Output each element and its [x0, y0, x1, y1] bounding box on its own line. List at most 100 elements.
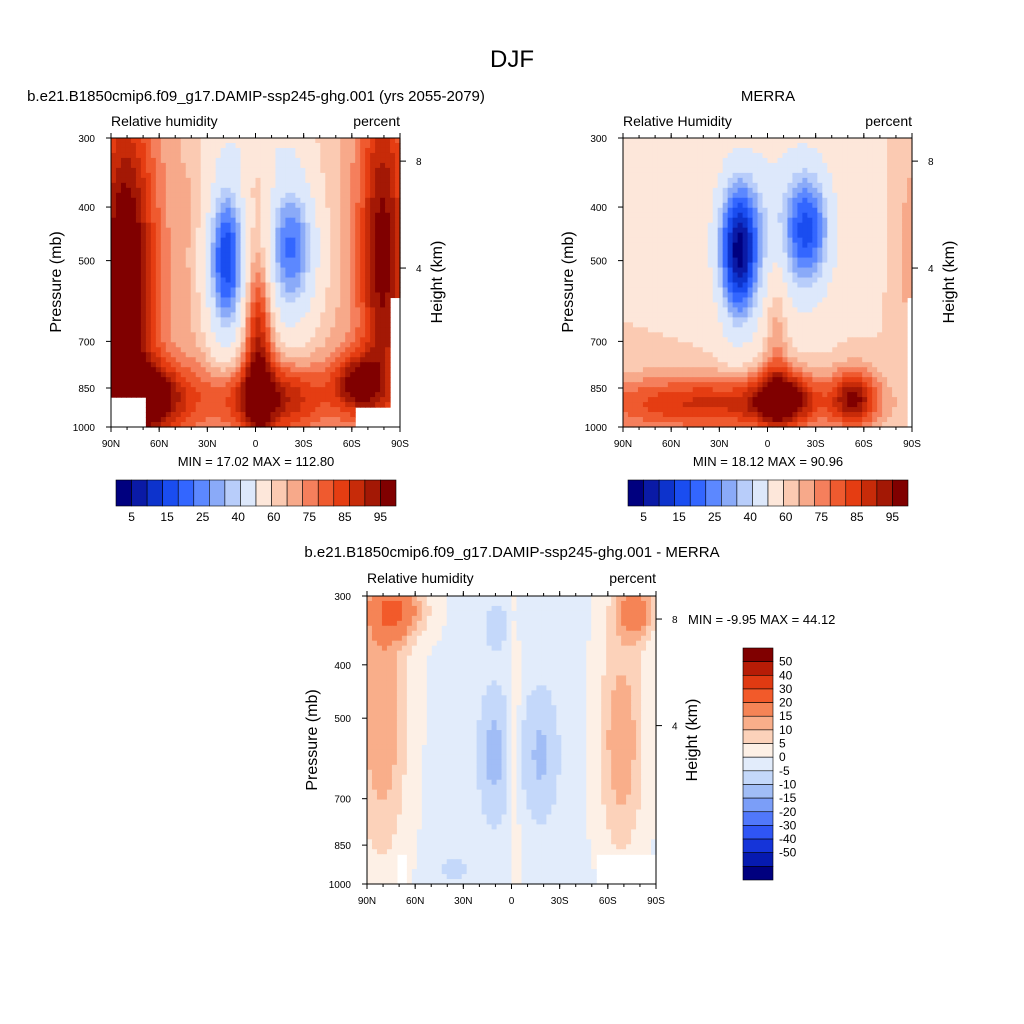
contour-cell — [385, 142, 391, 149]
contour-cell — [797, 217, 803, 224]
contour-cell — [882, 252, 888, 259]
contour-cell — [315, 247, 321, 254]
contour-cell — [240, 192, 247, 199]
contour-cell — [155, 197, 162, 204]
panel-title: b.e21.B1850cmip6.f09_g17.DAMIP-ssp245-gh… — [27, 88, 485, 105]
contour-cell — [220, 247, 227, 254]
contour-cell — [275, 367, 282, 373]
contour-cell — [180, 152, 187, 159]
contour-cell — [335, 162, 341, 169]
contour-cell — [345, 317, 351, 323]
contour-cell — [807, 202, 813, 209]
contour-cell — [120, 277, 127, 284]
contour-cell — [195, 367, 202, 373]
contour-cell — [360, 252, 366, 259]
contour-cell — [220, 192, 227, 199]
contour-cell — [111, 287, 117, 294]
contour-cell — [677, 192, 684, 199]
contour-cell — [662, 202, 669, 209]
contour-cell — [345, 157, 351, 164]
contour-cell — [120, 362, 127, 368]
contour-cell — [185, 272, 192, 279]
contour-cell — [350, 392, 356, 398]
contour-cell — [370, 387, 376, 393]
contour-cell — [190, 362, 197, 368]
contour-cell — [385, 182, 391, 189]
contour-cell — [295, 307, 301, 313]
contour-cell — [365, 277, 371, 284]
contour-cell — [662, 138, 669, 144]
contour-cell — [777, 177, 784, 184]
contour-cell — [190, 232, 197, 239]
contour-cell — [130, 217, 137, 224]
contour-cell — [882, 192, 888, 199]
contour-cell — [260, 277, 267, 284]
contour-cell — [210, 212, 217, 219]
contour-cell — [230, 387, 237, 393]
contour-cell — [772, 152, 779, 159]
contour-cell — [360, 222, 366, 229]
contour-cell — [737, 212, 744, 219]
contour-cell — [385, 362, 391, 368]
contour-cell — [245, 162, 252, 169]
contour-cell — [175, 172, 182, 179]
contour-cell — [662, 177, 669, 184]
contour-cell — [230, 422, 237, 428]
contour-cell — [395, 142, 401, 149]
contour-cell — [623, 272, 629, 279]
contour-cell — [150, 387, 157, 393]
contour-cell — [135, 337, 142, 343]
contour-cell — [145, 257, 152, 264]
contour-cell — [340, 177, 346, 184]
contour-cell — [270, 247, 277, 254]
contour-cell — [822, 152, 828, 159]
contour-cell — [822, 138, 828, 144]
contour-cell — [265, 347, 272, 353]
contour-cell — [365, 397, 371, 403]
contour-cell — [692, 157, 699, 164]
contour-cell — [350, 237, 356, 244]
contour-cell — [787, 182, 794, 189]
contour-cell — [370, 247, 376, 254]
contour-cell — [280, 417, 286, 423]
contour-cell — [150, 407, 157, 413]
contour-cell — [315, 287, 321, 294]
contour-cell — [175, 282, 182, 289]
contour-cell — [310, 317, 316, 323]
contour-cell — [637, 252, 644, 259]
contour-cell — [225, 377, 232, 383]
contour-cell — [315, 182, 321, 189]
contour-cell — [623, 267, 629, 274]
contour-cell — [120, 287, 127, 294]
contour-cell — [365, 387, 371, 393]
contour-cell — [902, 212, 908, 219]
contour-cell — [892, 152, 898, 159]
contour-cell — [320, 177, 326, 184]
contour-cell — [235, 242, 242, 249]
contour-cell — [195, 232, 202, 239]
contour-cell — [812, 252, 818, 259]
contour-cell — [867, 262, 873, 269]
contour-cell — [300, 282, 306, 289]
contour-cell — [682, 152, 689, 159]
contour-cell — [872, 182, 878, 189]
contour-cell — [200, 177, 207, 184]
contour-cell — [210, 342, 217, 348]
contour-cell — [345, 272, 351, 279]
contour-cell — [150, 197, 157, 204]
contour-cell — [155, 347, 162, 353]
contour-cell — [847, 222, 853, 229]
contour-cell — [672, 157, 679, 164]
contour-cell — [155, 287, 162, 294]
contour-cell — [350, 407, 356, 413]
contour-cell — [115, 277, 122, 284]
contour-cell — [365, 197, 371, 204]
contour-cell — [135, 142, 142, 149]
contour-cell — [195, 412, 202, 418]
contour-cell — [732, 267, 739, 274]
contour-cell — [120, 312, 127, 318]
contour-cell — [642, 272, 649, 279]
contour-cell — [822, 172, 828, 179]
contour-cell — [827, 242, 833, 249]
contour-cell — [310, 282, 316, 289]
